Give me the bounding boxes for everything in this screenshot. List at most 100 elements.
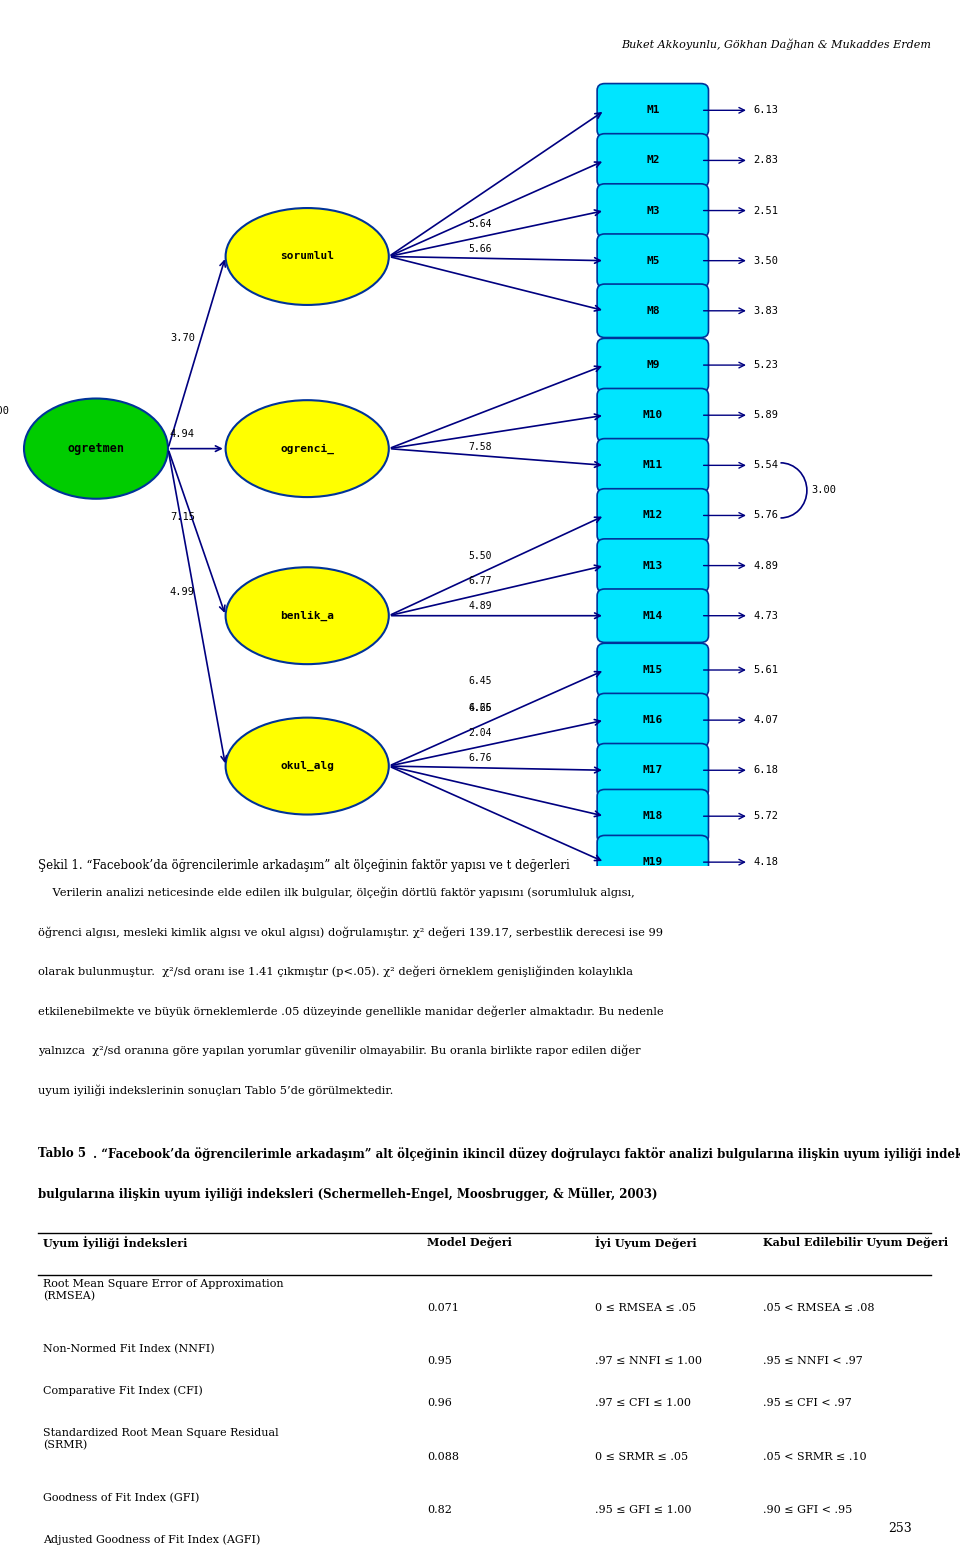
Text: M5: M5 [646,255,660,266]
Text: ogretmen: ogretmen [67,442,125,455]
Ellipse shape [226,568,389,664]
FancyBboxPatch shape [597,538,708,593]
Text: M17: M17 [642,766,663,775]
FancyBboxPatch shape [597,439,708,492]
Text: Goodness of Fit Index (GFI): Goodness of Fit Index (GFI) [43,1493,200,1502]
FancyBboxPatch shape [597,835,708,890]
Text: Kabul Edilebilir Uyum Değeri: Kabul Edilebilir Uyum Değeri [763,1236,948,1247]
Text: 5.23: 5.23 [754,360,779,370]
Text: 5.61: 5.61 [754,665,779,674]
Text: 3.70: 3.70 [170,333,195,342]
Ellipse shape [24,399,168,498]
Text: 4.18: 4.18 [754,857,779,868]
Text: .90 ≤ GFI < .95: .90 ≤ GFI < .95 [763,1505,852,1515]
Text: .95 ≤ NNFI < .97: .95 ≤ NNFI < .97 [763,1357,863,1366]
Text: M19: M19 [642,857,663,868]
Text: 4.89: 4.89 [468,600,492,611]
Text: 5.76: 5.76 [754,511,779,520]
FancyBboxPatch shape [597,133,708,187]
Text: 6.26: 6.26 [468,702,492,713]
Text: Verilerin analizi neticesinde elde edilen ilk bulgular, ölçeğin dörtlü faktör ya: Verilerin analizi neticesinde elde edile… [38,886,636,899]
Text: Comparative Fit Index (CFI): Comparative Fit Index (CFI) [43,1386,203,1397]
Ellipse shape [226,401,389,497]
FancyBboxPatch shape [597,489,708,541]
Text: 5.89: 5.89 [754,410,779,421]
Text: 4.99: 4.99 [170,588,195,597]
Text: 3.00: 3.00 [811,486,836,495]
FancyBboxPatch shape [597,644,708,696]
Text: M11: M11 [642,461,663,470]
Text: 2.83: 2.83 [754,155,779,166]
Text: .97 ≤ CFI ≤ 1.00: .97 ≤ CFI ≤ 1.00 [595,1398,691,1408]
Text: 3.50: 3.50 [754,255,779,266]
Text: bulgularına ilişkin uyum iyiliği indeksleri (Schermelleh-Engel, Moosbrugger, & M: bulgularına ilişkin uyum iyiliği indeksl… [38,1187,658,1200]
Text: olarak bulunmuştur.  χ²/sd oranı ise 1.41 çıkmıştır (p<.05). χ² değeri örneklem : olarak bulunmuştur. χ²/sd oranı ise 1.41… [38,965,634,978]
Text: 0 ≤ SRMR ≤ .05: 0 ≤ SRMR ≤ .05 [595,1451,688,1462]
Text: 5.72: 5.72 [754,811,779,821]
Ellipse shape [226,718,389,815]
Text: M18: M18 [642,811,663,821]
Text: etkilenebilmekte ve büyük örneklemlerde .05 düzeyinde genellikle manidar değerle: etkilenebilmekte ve büyük örneklemlerde … [38,1006,664,1016]
Text: Standardized Root Mean Square Residual
(SRMR): Standardized Root Mean Square Residual (… [43,1428,278,1450]
Text: M8: M8 [646,306,660,316]
Text: .05 < RMSEA ≤ .08: .05 < RMSEA ≤ .08 [763,1303,875,1313]
Text: M14: M14 [642,611,663,620]
Text: M13: M13 [642,560,663,571]
Text: 3.83: 3.83 [754,306,779,316]
Text: Root Mean Square Error of Approximation
(RMSEA): Root Mean Square Error of Approximation … [43,1279,284,1301]
Text: 5.66: 5.66 [468,243,492,254]
Text: okul_alg: okul_alg [280,761,334,772]
Text: M1: M1 [646,105,660,116]
Text: M9: M9 [646,360,660,370]
Text: İyi Uyum Değeri: İyi Uyum Değeri [595,1236,697,1250]
Text: uyum iyiliği indekslerinin sonuçları Tablo 5’de görülmektedir.: uyum iyiliği indekslerinin sonuçları Tab… [38,1084,394,1095]
Text: sorumlul: sorumlul [280,252,334,261]
FancyBboxPatch shape [597,84,708,138]
Text: 0.00: 0.00 [0,405,10,416]
Text: 5.50: 5.50 [468,551,492,560]
Text: .97 ≤ NNFI ≤ 1.00: .97 ≤ NNFI ≤ 1.00 [595,1357,702,1366]
Text: 0 ≤ RMSEA ≤ .05: 0 ≤ RMSEA ≤ .05 [595,1303,696,1313]
Text: 0.95: 0.95 [427,1357,452,1366]
Text: 5.54: 5.54 [754,461,779,470]
Text: 5.64: 5.64 [468,218,492,229]
Text: M15: M15 [642,665,663,674]
Text: 7.15: 7.15 [170,512,195,523]
Text: 6.45: 6.45 [468,676,492,685]
FancyBboxPatch shape [597,589,708,642]
Text: M16: M16 [642,715,663,726]
Text: Buket Akkoyunlu, Gökhan Dağhan & Mukaddes Erdem: Buket Akkoyunlu, Gökhan Dağhan & Mukadde… [621,39,931,50]
FancyBboxPatch shape [597,388,708,442]
Text: M2: M2 [646,155,660,166]
FancyBboxPatch shape [597,285,708,337]
Ellipse shape [226,207,389,305]
FancyBboxPatch shape [597,234,708,288]
Text: 0.088: 0.088 [427,1451,459,1462]
Text: 6.76: 6.76 [468,753,492,763]
Text: 253: 253 [888,1522,912,1535]
Text: 4.94: 4.94 [170,429,195,439]
Text: 6.18: 6.18 [754,766,779,775]
Text: M12: M12 [642,511,663,520]
Text: öğrenci algısı, mesleki kimlik algısı ve okul algısı) doğrulamıştır. χ² değeri 1: öğrenci algısı, mesleki kimlik algısı ve… [38,927,663,937]
Text: .95 ≤ GFI ≤ 1.00: .95 ≤ GFI ≤ 1.00 [595,1505,692,1515]
Text: ogrenci_: ogrenci_ [280,444,334,453]
Text: Uyum İyiliği İndeksleri: Uyum İyiliği İndeksleri [43,1236,187,1250]
Text: benlik_a: benlik_a [280,611,334,620]
Text: 2.51: 2.51 [754,206,779,215]
Text: .95 ≤ CFI < .97: .95 ≤ CFI < .97 [763,1398,852,1408]
Text: yalnızca  χ²/sd oranına göre yapılan yorumlar güvenilir olmayabilir. Bu oranla b: yalnızca χ²/sd oranına göre yapılan yoru… [38,1044,641,1057]
Text: M3: M3 [646,206,660,215]
FancyBboxPatch shape [597,789,708,843]
FancyBboxPatch shape [597,693,708,747]
Text: Model Değeri: Model Değeri [427,1236,512,1247]
Text: Şekil 1. “Facebook’da öğrencilerimle arkadaşım” alt ölçeğinin faktör yapısı ve t: Şekil 1. “Facebook’da öğrencilerimle ark… [38,859,570,871]
Text: . “Facebook’da öğrencilerimle arkadaşım” alt ölçeğinin ikincil düzey doğrulaycı : . “Facebook’da öğrencilerimle arkadaşım”… [93,1148,960,1162]
FancyBboxPatch shape [597,184,708,237]
Text: 4.73: 4.73 [754,611,779,620]
Text: 0.96: 0.96 [427,1398,452,1408]
Text: 0.071: 0.071 [427,1303,459,1313]
Text: 6.13: 6.13 [754,105,779,116]
Text: 4.07: 4.07 [754,715,779,726]
Text: 7.58: 7.58 [468,442,492,452]
